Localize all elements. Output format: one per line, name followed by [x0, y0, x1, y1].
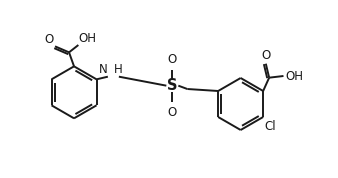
Text: O: O	[168, 53, 177, 66]
Text: OH: OH	[79, 32, 97, 45]
Text: OH: OH	[285, 69, 303, 83]
Text: H: H	[114, 63, 123, 76]
Text: O: O	[45, 33, 54, 46]
Text: O: O	[261, 49, 270, 62]
Text: Cl: Cl	[265, 120, 276, 133]
Text: N: N	[99, 63, 108, 76]
Text: O: O	[168, 106, 177, 119]
Text: S: S	[167, 78, 177, 93]
